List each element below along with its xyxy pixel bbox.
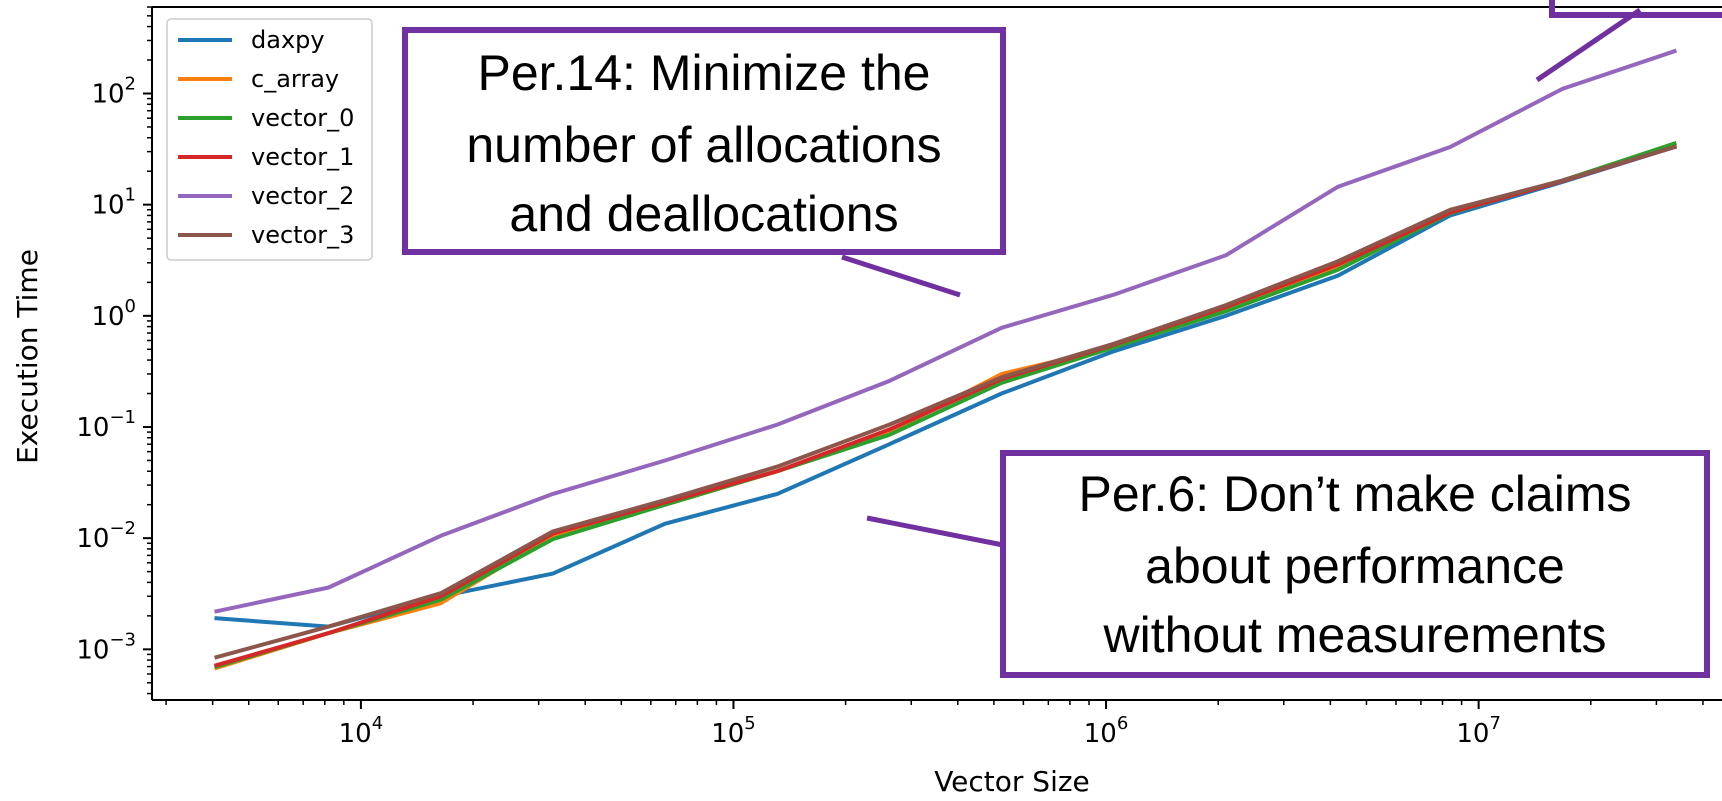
annotation-3-pointer <box>1535 7 1642 83</box>
y-tick-label: 102 <box>91 74 136 110</box>
x-axis-title: Vector Size <box>934 765 1090 798</box>
x-tick-label-base: 10 <box>339 719 372 749</box>
annotation-text-line: Per.6: Don’t make claims <box>1079 466 1632 522</box>
y-tick-label: 10−1 <box>76 407 136 443</box>
y-tick-label-exponent: −1 <box>109 407 136 428</box>
annotation-3-box <box>1549 0 1722 18</box>
series-line-vector_3 <box>214 144 1677 660</box>
annotation-1-pointer <box>841 254 961 298</box>
legend-label-vector_1: vector_1 <box>251 143 354 171</box>
x-tick-label: 105 <box>711 713 756 749</box>
annotations-layer: Per.14: Minimize the number of allocation… <box>402 0 1722 678</box>
y-tick-label-exponent: 0 <box>125 296 136 317</box>
y-tick-label-base: 10 <box>76 413 109 443</box>
x-tick-label: 104 <box>339 713 384 749</box>
annotation-box <box>402 27 1006 255</box>
legend-label-daxpy: daxpy <box>251 26 325 54</box>
annotation-text-line: without measurements <box>1102 607 1606 663</box>
annotation-1: Per.14: Minimize the number of allocation… <box>402 27 1006 255</box>
legend-label-vector_2: vector_2 <box>251 182 354 210</box>
annotation-box <box>1000 450 1710 678</box>
x-tick-label-exponent: 7 <box>1489 713 1500 734</box>
series-line-vector_2 <box>214 48 1678 614</box>
y-tick-label-base: 10 <box>76 635 109 665</box>
axes-layer: 104 105 106 10710−310−210−1100101102Vector … <box>11 6 1722 798</box>
y-tick-label-base: 10 <box>91 302 124 332</box>
y-tick-label: 10−3 <box>76 629 136 665</box>
x-tick-label-exponent: 5 <box>744 713 755 734</box>
annotation-text-line: about performance <box>1145 538 1565 594</box>
x-tick-label: 106 <box>1084 713 1129 749</box>
legend-label-vector_0: vector_0 <box>251 104 354 132</box>
y-tick-label: 10−2 <box>76 518 136 554</box>
x-tick-label-base: 10 <box>1456 719 1489 749</box>
y-tick-label-base: 10 <box>91 191 124 221</box>
annotation-2-pointer <box>866 515 1004 548</box>
series-vector_3 <box>214 144 1677 660</box>
legend-label-vector_3: vector_3 <box>251 221 354 249</box>
y-tick-label-exponent: 1 <box>125 185 136 206</box>
y-tick-label-exponent: −2 <box>109 518 136 539</box>
x-tick-label-exponent: 4 <box>372 713 383 734</box>
annotation-text-line: number of allocations <box>466 117 941 173</box>
annotation-text-line: Per.14: Minimize the <box>478 45 931 101</box>
x-tick-label-base: 10 <box>711 719 744 749</box>
y-tick-label-exponent: −3 <box>109 629 136 650</box>
legend-label-c_array: c_array <box>251 65 339 93</box>
y-tick-label-base: 10 <box>91 80 124 110</box>
series-layer <box>213 48 1678 671</box>
annotation-2: Per.6: Don’t make claims about performanc… <box>1000 450 1710 678</box>
x-tick-label-exponent: 6 <box>1117 713 1128 734</box>
y-tick-label: 100 <box>91 296 136 332</box>
x-tick-label: 107 <box>1456 713 1501 749</box>
series-vector_2 <box>214 48 1678 614</box>
y-axis-title: Execution Time <box>11 249 44 464</box>
y-tick-label-exponent: 2 <box>125 74 136 95</box>
annotation-text-line: and deallocations <box>509 186 898 242</box>
x-tick-label-base: 10 <box>1084 719 1117 749</box>
series-line-vector_1 <box>214 144 1677 668</box>
y-tick-label: 101 <box>91 185 136 221</box>
legend: daxpy c_array vector_0 vector_1 vector_2vect… <box>166 18 373 261</box>
y-tick-label-base: 10 <box>76 524 109 554</box>
